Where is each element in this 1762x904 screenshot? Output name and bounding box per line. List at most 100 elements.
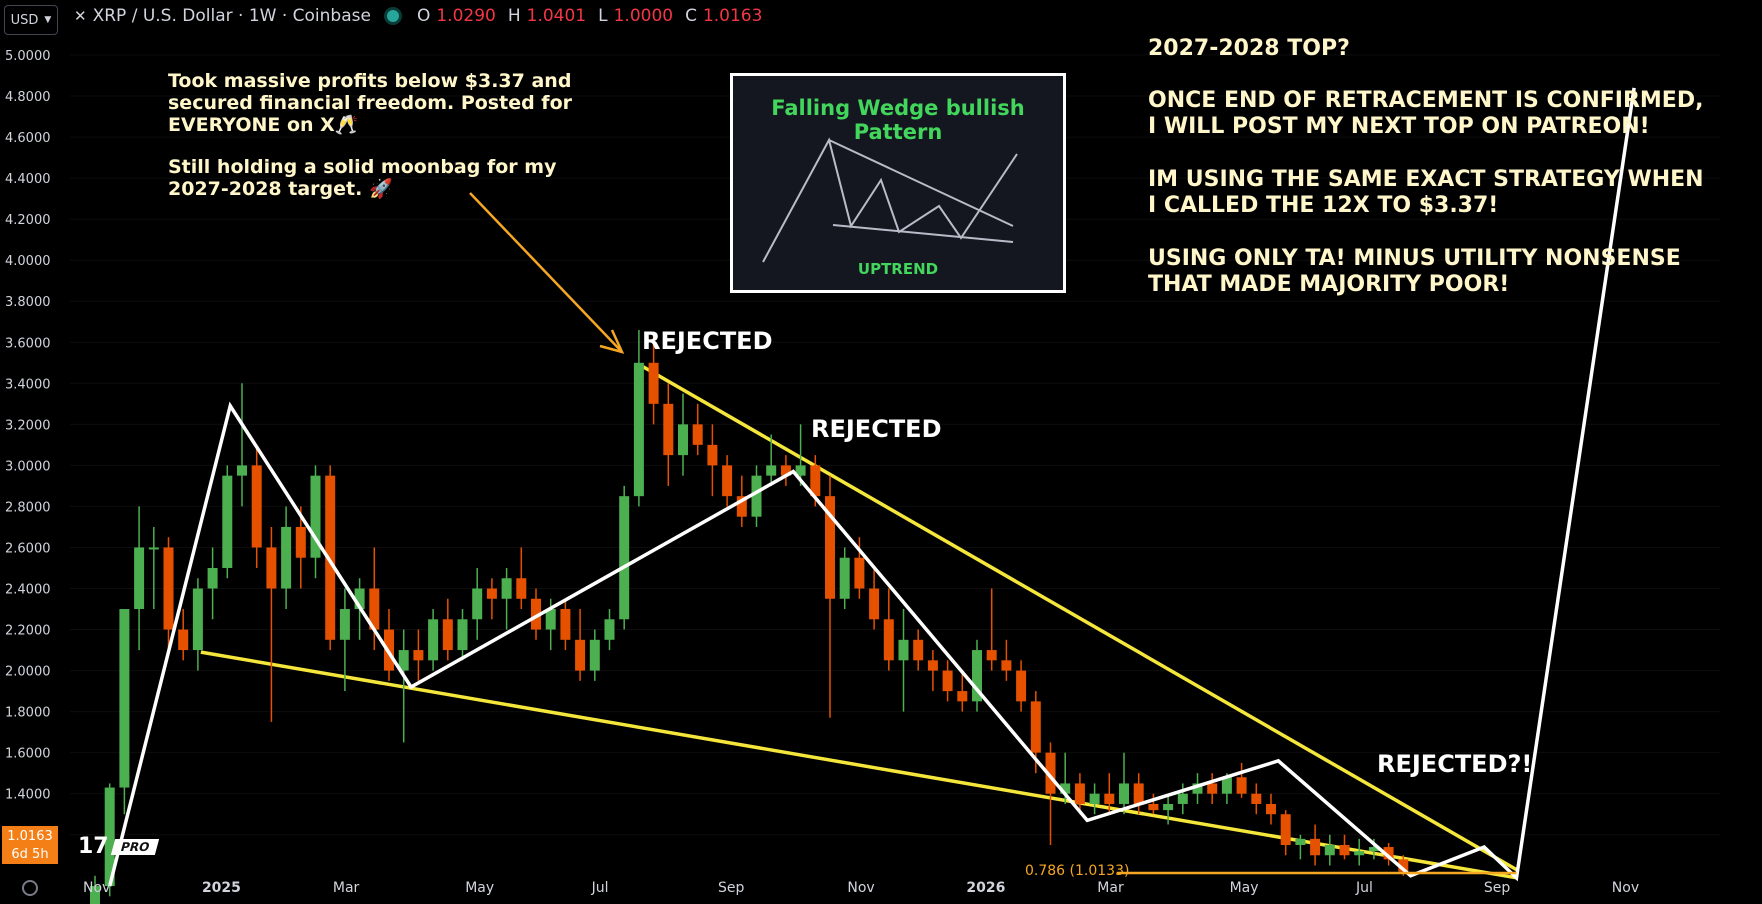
y-tick-label: 1.6000 (5, 747, 51, 762)
candle-body (619, 496, 630, 620)
candle-body (869, 588, 880, 620)
candle-body (663, 403, 674, 456)
candle (148, 526, 159, 610)
note-ta: USING ONLY TA! MINUS UTILITY NONSENSE TH… (1148, 246, 1681, 297)
candle-body (1295, 838, 1306, 845)
high-value: 1.0401 (526, 6, 587, 26)
candle (531, 588, 541, 640)
candle-body (178, 629, 189, 651)
grid (70, 54, 1720, 836)
candle-body (295, 526, 306, 558)
x-tick-label: Mar (333, 880, 360, 896)
candle (1192, 773, 1203, 804)
candle (428, 609, 439, 671)
note-moonbag: Still holding a solid moonbag for my 202… (168, 156, 557, 200)
y-tick-label: 4.6000 (5, 131, 51, 146)
close-label: C (685, 6, 697, 26)
candle-body (1104, 793, 1115, 804)
open-value: 1.0290 (436, 6, 496, 26)
candle (207, 547, 218, 620)
wedge-diagram-icon (762, 137, 1018, 263)
candle (1104, 773, 1115, 815)
y-tick-label: 4.4000 (5, 172, 51, 187)
candle (839, 547, 850, 610)
candle (178, 609, 189, 661)
settings-icon[interactable] (22, 880, 38, 896)
candle (1148, 793, 1159, 815)
candle (957, 670, 968, 712)
x-tick-label: Jul (591, 880, 609, 896)
candle (883, 588, 894, 671)
y-tick-label: 1.4000 (5, 788, 51, 803)
y-tick-label: 1.8000 (5, 706, 51, 721)
y-tick-label: 3.6000 (5, 336, 51, 351)
candle (751, 465, 762, 527)
candle-body (398, 650, 409, 671)
x-tick-label: Jul (1355, 880, 1373, 896)
candle-body (633, 362, 644, 497)
candle-body (1016, 670, 1027, 702)
candle (501, 567, 512, 630)
candle-body (1133, 783, 1144, 804)
candle-body (1192, 783, 1203, 794)
candle-body (207, 567, 218, 589)
candle-body (192, 588, 203, 651)
candle (648, 332, 659, 425)
y-tick-label: 3.0000 (5, 459, 51, 474)
candle (251, 444, 262, 568)
candle-body (1324, 845, 1335, 856)
candle-body (486, 588, 497, 599)
candle-body (531, 598, 541, 630)
x-tick-label: May (1230, 880, 1259, 896)
time-axis: Nov 2025 Mar May Jul Sep Nov 2026 Mar May Jul Sep No… (83, 880, 1639, 896)
candle (486, 578, 497, 620)
candle-body (957, 691, 968, 702)
candle (795, 424, 806, 486)
candle (619, 485, 630, 630)
candle-body (1236, 777, 1247, 794)
candle-body (222, 475, 233, 568)
candle (663, 383, 674, 486)
candle (1383, 842, 1394, 866)
candle-body (575, 639, 586, 671)
y-tick-label: 5.0000 (5, 49, 51, 64)
candle-body (722, 465, 733, 497)
candle (1280, 810, 1291, 856)
inset-subtitle: UPTREND (857, 260, 939, 278)
currency-selector[interactable]: USD ▼ (4, 5, 58, 35)
candle-body (707, 444, 718, 466)
candle (692, 403, 703, 456)
candle (266, 526, 277, 722)
candle-body (986, 650, 997, 661)
candle-body (1148, 803, 1159, 811)
y-tick-label: 2.0000 (5, 665, 51, 680)
candle-body (1354, 851, 1365, 856)
candle (1119, 752, 1129, 815)
candle-body (1398, 859, 1409, 872)
candle-body (883, 619, 894, 661)
candle (1133, 773, 1144, 815)
x-tick-label: Mar (1097, 880, 1124, 896)
tradingview-logo[interactable]: 17 PRO (78, 834, 160, 859)
candle-body (1339, 845, 1350, 856)
candle (222, 465, 233, 579)
candle (1266, 793, 1276, 825)
label-rejected-1: REJECTED (642, 327, 773, 355)
candle-body (780, 465, 791, 476)
candle (972, 639, 982, 712)
candle-body (854, 557, 865, 589)
close-value: 1.0163 (702, 6, 763, 26)
candle (986, 588, 997, 671)
candle (281, 506, 292, 610)
candle (604, 609, 615, 651)
symbol-title[interactable]: XRP / U.S. Dollar · 1W · Coinbase (92, 6, 371, 26)
candle-body (942, 670, 953, 692)
x-tick-label: Sep (718, 880, 745, 896)
candle (310, 465, 321, 579)
close-icon[interactable]: ✕ (74, 7, 87, 25)
candle-body (90, 886, 100, 904)
candle-body (1368, 847, 1379, 852)
y-tick-label: 3.4000 (5, 377, 51, 392)
candle-body (972, 650, 982, 702)
